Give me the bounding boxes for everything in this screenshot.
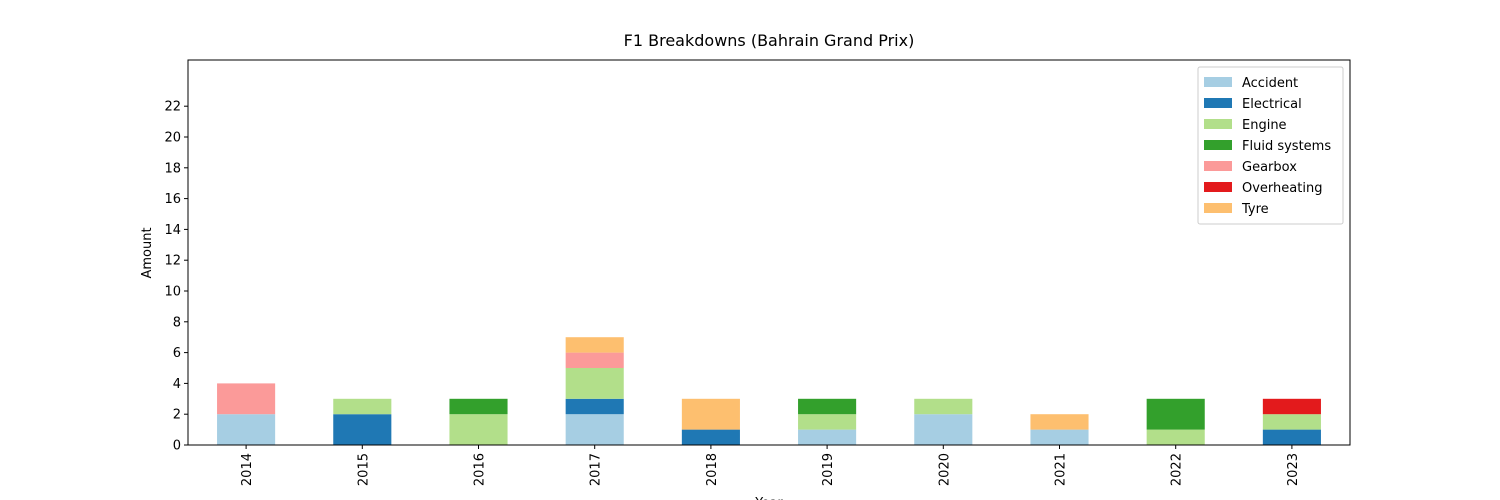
legend-label: Accident bbox=[1242, 76, 1298, 91]
bar-segment bbox=[798, 429, 857, 445]
x-tick-label: 2020 bbox=[937, 453, 952, 486]
bar-segment bbox=[565, 398, 624, 415]
bar-segment bbox=[681, 398, 740, 430]
legend-label: Engine bbox=[1242, 118, 1287, 133]
y-tick-label: 16 bbox=[164, 192, 181, 207]
chart-title: F1 Breakdowns (Bahrain Grand Prix) bbox=[624, 31, 915, 50]
legend-label: Tyre bbox=[1241, 202, 1269, 217]
x-axis-label: Year bbox=[754, 496, 783, 500]
bar-segment bbox=[565, 414, 624, 445]
y-tick-label: 0 bbox=[173, 439, 181, 454]
bar-segment bbox=[217, 383, 276, 415]
legend-label: Electrical bbox=[1242, 97, 1302, 112]
x-tick-label: 2017 bbox=[589, 453, 604, 486]
bar-segment bbox=[565, 337, 624, 353]
x-tick-label: 2014 bbox=[240, 453, 255, 486]
bar-segment bbox=[914, 398, 973, 415]
x-tick-label: 2018 bbox=[705, 453, 720, 486]
bar-segment bbox=[681, 429, 740, 445]
legend-swatch bbox=[1204, 98, 1232, 108]
bar-segment bbox=[1262, 398, 1321, 415]
bar-segment bbox=[798, 414, 857, 430]
x-tick-label: 2019 bbox=[821, 453, 836, 486]
legend-box bbox=[1197, 66, 1344, 225]
x-tick-label: 2015 bbox=[356, 453, 371, 486]
y-tick-label: 4 bbox=[173, 377, 181, 392]
legend-swatch bbox=[1204, 119, 1232, 129]
bar-segment bbox=[333, 414, 392, 445]
x-tick-label: 2023 bbox=[1286, 453, 1301, 486]
bar-segment bbox=[914, 414, 973, 445]
bar-segment bbox=[449, 414, 508, 445]
legend-label: Overheating bbox=[1242, 181, 1322, 196]
y-tick-label: 6 bbox=[173, 346, 181, 361]
y-tick-label: 20 bbox=[164, 131, 181, 146]
y-tick-label: 14 bbox=[164, 223, 181, 238]
legend-swatch bbox=[1204, 161, 1232, 171]
y-tick-label: 18 bbox=[164, 161, 181, 176]
y-tick-label: 8 bbox=[173, 315, 181, 330]
y-tick-label: 12 bbox=[164, 254, 181, 269]
plot-frame bbox=[187, 59, 1351, 446]
bar-segment bbox=[565, 368, 624, 399]
y-axis-label: Amount bbox=[140, 227, 155, 278]
y-tick-label: 2 bbox=[173, 408, 181, 423]
legend-swatch bbox=[1204, 182, 1232, 192]
bar-segment bbox=[1146, 398, 1205, 430]
bar-segment bbox=[449, 398, 508, 415]
y-tick-label: 22 bbox=[164, 100, 181, 115]
x-tick-label: 2021 bbox=[1054, 453, 1069, 486]
legend-swatch bbox=[1204, 203, 1232, 213]
bar-segment bbox=[1262, 414, 1321, 430]
bar-segment bbox=[1262, 429, 1321, 445]
legend-label: Gearbox bbox=[1242, 160, 1297, 175]
bar-segment bbox=[1030, 429, 1089, 445]
legend-swatch bbox=[1204, 77, 1232, 87]
bar-segment bbox=[217, 414, 276, 445]
bar-segment bbox=[1030, 414, 1089, 430]
x-tick-label: 2022 bbox=[1170, 453, 1185, 486]
bar-segment bbox=[798, 398, 857, 415]
bar-segment bbox=[1146, 429, 1205, 445]
bar-segment bbox=[333, 398, 392, 415]
legend-label: Fluid systems bbox=[1242, 139, 1331, 154]
bar-segment bbox=[565, 352, 624, 368]
y-tick-label: 10 bbox=[164, 285, 181, 300]
legend-swatch bbox=[1204, 140, 1232, 150]
x-tick-label: 2016 bbox=[473, 453, 488, 486]
